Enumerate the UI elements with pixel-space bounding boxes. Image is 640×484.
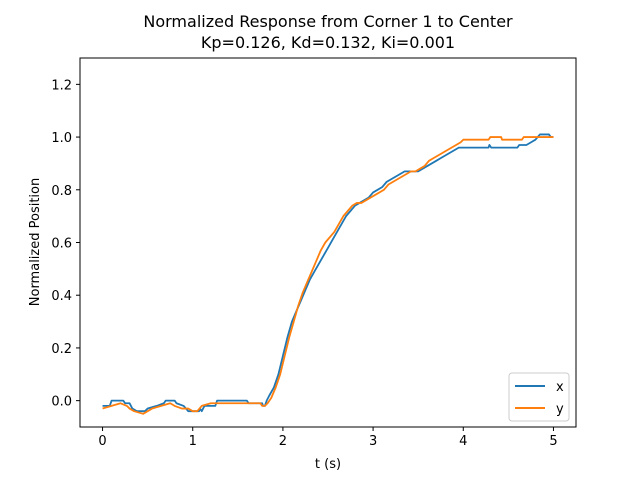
axes-frame [79,57,577,428]
legend-label-x: x [556,380,564,395]
y-tick-label-4: 0.8 [51,184,72,199]
x-tick-label-0: 0 [98,434,106,449]
x-tick-label-5: 5 [549,434,557,449]
y-tick-label-3: 0.6 [51,237,72,252]
chart-subtitle: Kp=0.126, Kd=0.132, Ki=0.001 [201,33,455,52]
y-tick-label-6: 1.2 [51,78,72,93]
plot-area: 0 1 2 3 4 5 0.0 0.2 0.4 0.6 0.8 1.0 1.2 [51,78,557,449]
x-tick-label-1: 1 [189,434,197,449]
x-axis-label: t (s) [315,457,341,472]
x-tick-label-2: 2 [279,434,287,449]
legend: x y [508,372,570,422]
chart-title: Normalized Response from Corner 1 to Cen… [143,12,513,31]
x-tick-label-3: 3 [369,434,377,449]
y-axis-label: Normalized Position [28,178,43,306]
y-tick-label-2: 0.4 [51,289,72,304]
series-line-y [102,136,554,415]
legend-label-y: y [556,402,564,417]
y-tick-label-5: 1.0 [51,131,72,146]
y-tick-label-1: 0.2 [51,342,72,357]
x-tick-label-4: 4 [459,434,467,449]
y-tick-label-0: 0.0 [51,395,72,410]
series-line-x [102,133,554,413]
